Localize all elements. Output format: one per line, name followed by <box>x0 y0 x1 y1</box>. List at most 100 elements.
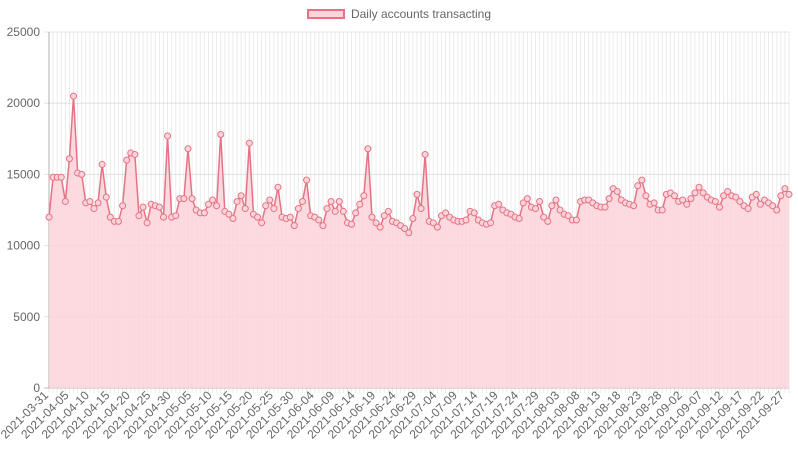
data-point <box>519 199 527 207</box>
data-point <box>785 190 793 198</box>
data-point <box>298 197 306 205</box>
data-point <box>360 192 368 200</box>
data-point <box>225 210 233 218</box>
data-point <box>188 195 196 203</box>
data-point <box>339 207 347 215</box>
data-point <box>605 195 613 203</box>
data-point <box>744 205 752 213</box>
data-point <box>773 206 781 214</box>
data-point <box>720 192 728 200</box>
data-point <box>687 195 695 203</box>
data-point <box>756 200 764 208</box>
data-point <box>70 92 78 100</box>
data-point <box>724 187 732 195</box>
data-point <box>115 217 122 225</box>
data-point <box>613 187 621 195</box>
data-point <box>237 192 245 200</box>
data-point <box>732 193 740 201</box>
data-point <box>131 150 139 158</box>
y-tick-label: 0 <box>33 381 40 395</box>
data-point <box>139 203 147 211</box>
data-point <box>204 200 212 208</box>
data-point <box>650 199 658 207</box>
data-point <box>78 170 86 178</box>
data-point <box>270 205 278 213</box>
data-point <box>86 197 94 205</box>
data-point <box>45 213 53 221</box>
data-point <box>303 176 311 184</box>
data-point <box>769 202 777 210</box>
data-point <box>266 196 274 204</box>
data-point <box>752 190 760 198</box>
data-point <box>331 207 339 215</box>
data-point <box>155 203 163 211</box>
data-point <box>536 197 544 205</box>
data-point <box>634 182 642 190</box>
data-point <box>213 202 221 210</box>
data-point <box>409 215 417 223</box>
data-point <box>429 219 437 227</box>
data-point <box>61 197 69 205</box>
data-point <box>294 205 302 213</box>
data-point <box>384 207 392 215</box>
data-point <box>376 223 384 231</box>
data-point <box>642 192 650 200</box>
data-point <box>229 215 237 223</box>
data-point <box>556 206 564 214</box>
data-point <box>172 212 180 220</box>
data-point <box>200 209 208 217</box>
data-point <box>217 131 225 139</box>
data-point <box>658 206 666 214</box>
data-point <box>683 200 691 208</box>
data-point <box>372 219 380 227</box>
data-point <box>442 209 450 217</box>
data-point <box>462 216 470 224</box>
data-point <box>564 212 572 220</box>
data-point <box>180 195 188 203</box>
data-point <box>544 217 552 225</box>
data-point <box>327 197 335 205</box>
y-tick-label: 10000 <box>7 239 41 253</box>
legend[interactable]: Daily accounts transacting <box>0 7 798 21</box>
data-point <box>695 183 703 191</box>
data-point <box>245 139 253 147</box>
data-point <box>711 197 719 205</box>
data-point <box>736 197 744 205</box>
data-point <box>495 200 503 208</box>
data-point <box>286 213 294 221</box>
y-tick-label: 15000 <box>7 167 41 181</box>
data-point <box>540 213 548 221</box>
data-point <box>119 202 127 210</box>
data-point <box>164 132 172 140</box>
data-point <box>241 205 249 213</box>
data-point <box>417 205 425 213</box>
data-point <box>380 212 388 220</box>
data-point <box>413 190 421 198</box>
data-point <box>638 176 646 184</box>
data-point <box>90 205 98 213</box>
data-point <box>102 193 110 201</box>
data-point <box>57 173 65 181</box>
data-point <box>691 189 699 197</box>
y-tick-label: 5000 <box>13 310 40 324</box>
data-point <box>523 195 531 203</box>
data-point <box>368 213 376 221</box>
data-point <box>135 212 143 220</box>
data-point <box>601 203 609 211</box>
data-point <box>233 197 241 205</box>
data-point <box>209 196 217 204</box>
data-point <box>254 213 262 221</box>
legend-label: Daily accounts transacting <box>350 7 492 21</box>
y-tick-label: 20000 <box>7 96 41 110</box>
data-point <box>352 209 360 217</box>
data-point <box>315 216 323 224</box>
data-point <box>262 202 270 210</box>
data-point <box>548 202 556 210</box>
data-point <box>335 197 343 205</box>
data-point <box>552 196 560 204</box>
data-point <box>405 229 413 237</box>
data-point <box>143 219 151 227</box>
data-point <box>532 205 540 213</box>
